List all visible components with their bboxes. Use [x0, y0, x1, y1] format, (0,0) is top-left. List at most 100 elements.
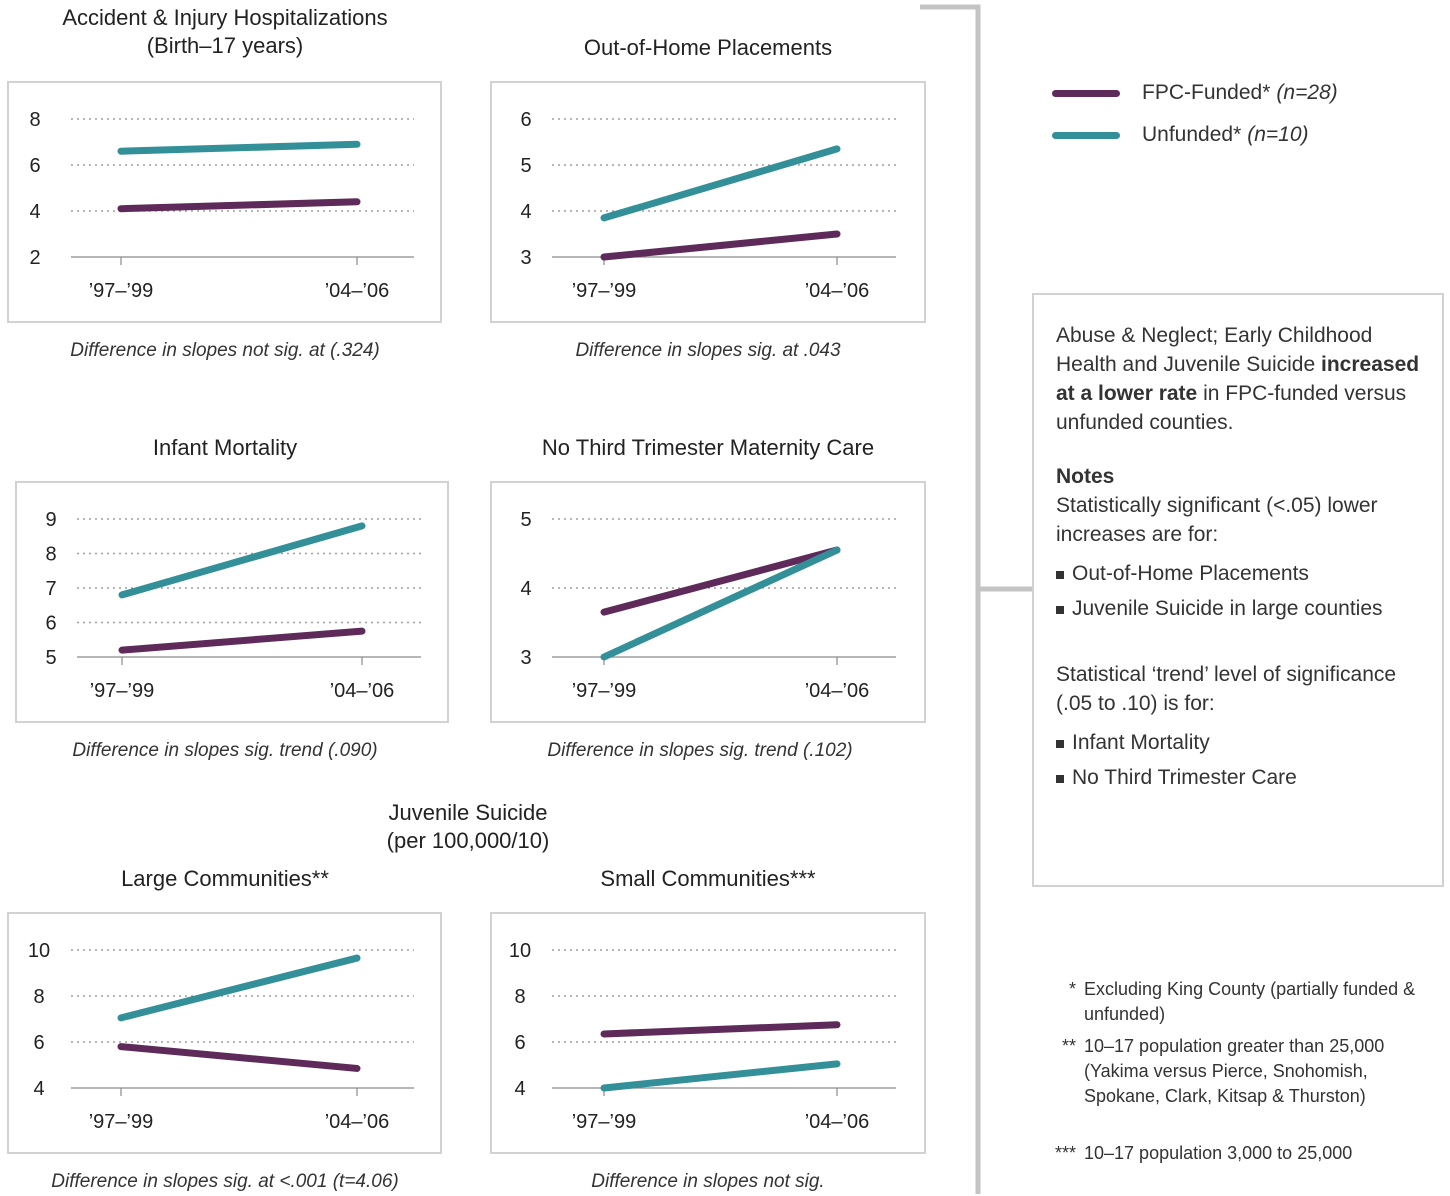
chart-caption-large-communities: Difference in slopes sig. at <.001 (t=4.…: [51, 1171, 399, 1192]
notes-trend-item: Infant Mortality: [1056, 728, 1422, 757]
y-tick-label: 6: [514, 1032, 525, 1054]
y-tick-label: 8: [29, 109, 40, 131]
chart-caption-accident: Difference in slopes not sig. at (.324): [70, 340, 380, 361]
x-tick-label: ’04–’06: [805, 1111, 870, 1133]
y-tick-label: 6: [33, 1032, 44, 1054]
notes-heading: Notes: [1056, 465, 1115, 488]
x-tick-label: ’04–’06: [330, 680, 395, 702]
footnote-text: 10–17 population greater than 25,000 (Ya…: [1084, 1036, 1385, 1106]
chart-third-trimester: 3 4 5 ’97–’99 ’04–’06: [490, 481, 926, 723]
chart-large-communities: 4 6 8 10 ’97–’99 ’04–’06: [7, 912, 442, 1154]
chart-title-large-communities: Large Communities**: [121, 866, 329, 891]
notes-sig-item: Juvenile Suicide in large counties: [1056, 594, 1422, 623]
chart-placements: 3 4 5 6 ’97–’99 ’04–’06: [490, 81, 926, 323]
y-tick-label: 7: [45, 578, 56, 600]
legend-n-funded: (n=28): [1276, 81, 1338, 104]
y-tick-label: 5: [520, 509, 531, 531]
legend-item-funded: FPC-Funded* (n=28): [1052, 78, 1338, 108]
bracket: [920, 4, 1033, 1194]
chart-accident-svg: 2 4 6 8 ’97–’99 ’04–’06: [29, 109, 414, 302]
juvenile-suicide-title-line2: (per 100,000/10): [386, 828, 550, 853]
y-tick-label: 4: [29, 201, 40, 223]
x-tick-label: ’97–’99: [572, 1111, 637, 1133]
chart-title-accident: Accident & Injury Hospitalizations (Birt…: [62, 5, 388, 58]
notes-sig-item-label: Juvenile Suicide in large counties: [1072, 597, 1383, 620]
y-tick-label: 2: [29, 247, 40, 269]
y-tick-label: 5: [520, 155, 531, 177]
chart-small-communities: 4 6 8 10 ’97–’99 ’04–’06: [490, 912, 926, 1154]
juvenile-suicide-title: Juvenile Suicide (per 100,000/10): [268, 799, 668, 855]
series-line-unfunded: [117, 954, 361, 1022]
x-tick-label: ’97–’99: [90, 680, 155, 702]
y-tick-label: 6: [45, 613, 56, 635]
x-tick-label: ’04–’06: [805, 680, 870, 702]
notes-box: Abuse & Neglect; Early Childhood Health …: [1032, 293, 1444, 887]
series-line-unfunded: [600, 546, 841, 661]
legend-label-unfunded: Unfunded*: [1142, 123, 1242, 146]
y-tick-label: 4: [33, 1078, 44, 1100]
series-line-funded: [600, 230, 841, 261]
chart-caption-third-trimester: Difference in slopes sig. trend (.102): [547, 740, 853, 761]
series-line-funded: [117, 198, 361, 213]
bracket-line: [920, 4, 1033, 1194]
series-line-unfunded: [600, 145, 841, 222]
chart-small-communities-svg: 4 6 8 10 ’97–’99 ’04–’06: [509, 940, 896, 1133]
x-tick-label: ’97–’99: [89, 280, 154, 302]
series-line-funded: [600, 546, 841, 616]
chart-caption-placements: Difference in slopes sig. at .043: [575, 340, 841, 361]
bullet-square-icon: [1056, 606, 1064, 614]
y-tick-label: 10: [509, 940, 531, 962]
notes-intro-bold: increased at a lower rate: [1056, 353, 1420, 405]
y-tick-label: 4: [520, 201, 531, 223]
x-tick-label: ’97–’99: [89, 1111, 154, 1133]
notes-trend-item-label: Infant Mortality: [1072, 731, 1210, 754]
series-line-unfunded: [117, 140, 361, 155]
y-tick-label: 4: [514, 1078, 525, 1100]
chart-third-trimester-svg: 3 4 5 ’97–’99 ’04–’06: [520, 509, 896, 702]
legend-n-unfunded: (n=10): [1247, 123, 1309, 146]
footnote-text: 10–17 population 3,000 to 25,000: [1084, 1143, 1353, 1163]
bullet-square-icon: [1056, 571, 1064, 579]
legend-swatch-unfunded: [1052, 131, 1120, 139]
y-tick-label: 8: [45, 544, 56, 566]
notes-sig-item: Out-of-Home Placements: [1056, 559, 1422, 588]
series-line-unfunded: [118, 522, 366, 599]
x-tick-label: ’97–’99: [572, 680, 637, 702]
series-line-funded: [118, 627, 366, 654]
y-tick-label: 4: [520, 578, 531, 600]
y-tick-label: 8: [514, 986, 525, 1008]
legend-label-funded: FPC-Funded*: [1142, 81, 1271, 104]
chart-title-infant-mortality: Infant Mortality: [152, 435, 298, 460]
footnote-marker: **: [1061, 1036, 1076, 1056]
chart-infant-mortality-svg: 5 6 7 8 9 ’97–’99 ’04–’06: [45, 509, 421, 702]
y-tick-label: 10: [28, 940, 50, 962]
notes-sig-text: Statistically significant (<.05) lower i…: [1056, 494, 1378, 546]
juvenile-suicide-title-line1: Juvenile Suicide: [388, 800, 548, 825]
notes-intro-post: in FPC-funded versus unfunded counties.: [1056, 382, 1407, 434]
y-tick-label: 3: [520, 647, 531, 669]
chart-large-communities-svg: 4 6 8 10 ’97–’99 ’04–’06: [28, 940, 414, 1133]
bullet-square-icon: [1056, 775, 1064, 783]
bullet-square-icon: [1056, 740, 1064, 748]
notes-sig-item-label: Out-of-Home Placements: [1072, 562, 1309, 585]
footnote-marker: *: [1068, 979, 1076, 999]
notes-trend-text: Statistical ‘trend’ level of significanc…: [1056, 663, 1397, 715]
y-tick-label: 3: [520, 247, 531, 269]
notes-intro-pre: Abuse & Neglect; Early Childhood Health …: [1056, 324, 1373, 376]
notes-trend-item: No Third Trimester Care: [1056, 763, 1422, 792]
notes-trend-item-label: No Third Trimester Care: [1072, 766, 1297, 789]
x-tick-label: ’97–’99: [572, 280, 637, 302]
y-tick-label: 5: [45, 647, 56, 669]
y-tick-label: 9: [45, 509, 56, 531]
y-tick-label: 6: [520, 109, 531, 131]
legend-item-unfunded: Unfunded* (n=10): [1052, 120, 1309, 150]
x-tick-label: ’04–’06: [325, 1111, 390, 1133]
series-line-funded: [117, 1043, 361, 1072]
x-tick-label: ’04–’06: [805, 280, 870, 302]
footnote-text: Excluding King County (partially funded …: [1084, 979, 1416, 1024]
notes-intro: Abuse & Neglect; Early Childhood Health …: [1056, 321, 1422, 437]
legend-swatch-funded: [1052, 89, 1120, 97]
chart-caption-infant-mortality: Difference in slopes sig. trend (.090): [72, 740, 378, 761]
chart-title-small-communities: Small Communities***: [600, 866, 816, 891]
chart-caption-small-communities: Difference in slopes not sig.: [591, 1171, 825, 1192]
